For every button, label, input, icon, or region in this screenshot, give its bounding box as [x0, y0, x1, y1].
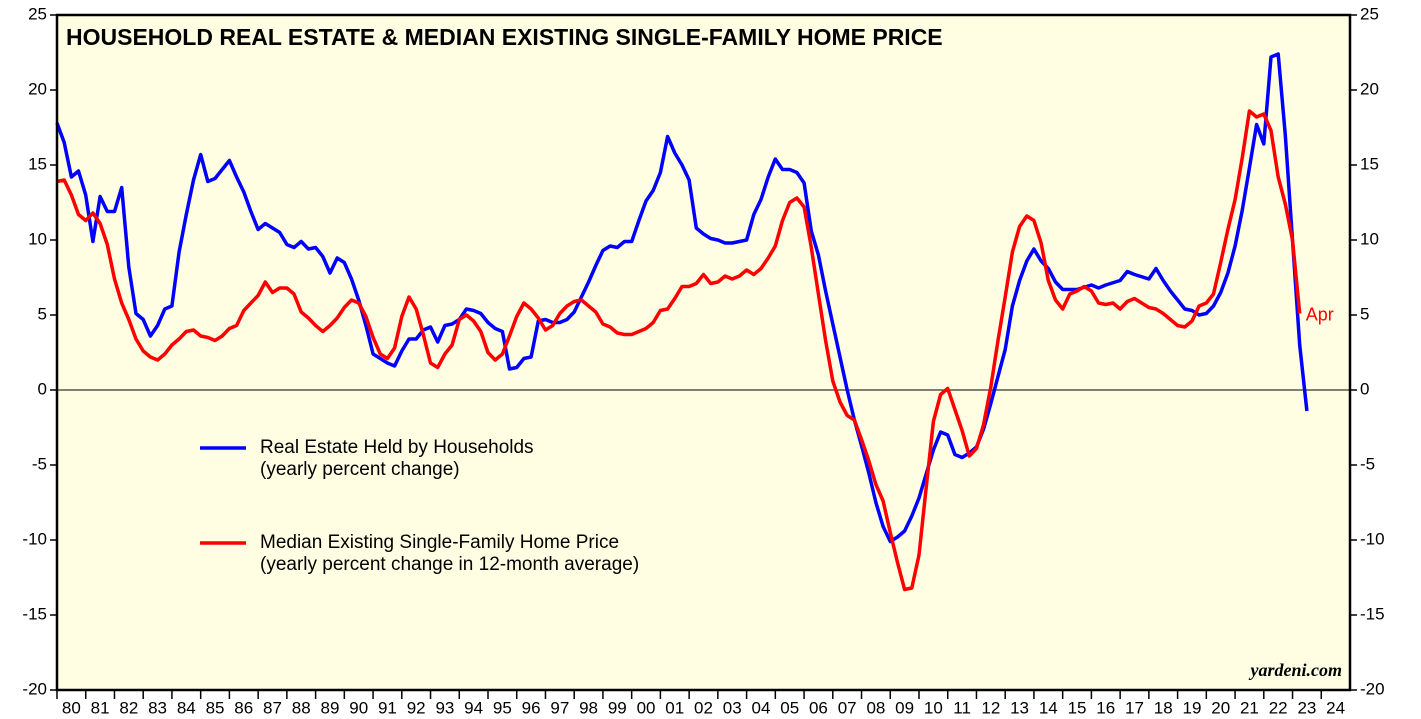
y2-tick-label: 0: [1360, 379, 1369, 398]
y-tick-label: 15: [28, 154, 47, 173]
x-tick-label: 17: [1125, 698, 1144, 717]
y2-tick-label: 20: [1360, 79, 1379, 98]
x-tick-label: 98: [579, 698, 598, 717]
x-tick-label: 99: [608, 698, 627, 717]
legend-detail: (yearly percent change in 12-month avera…: [260, 554, 639, 575]
legend-label: Real Estate Held by Households: [260, 437, 534, 458]
x-tick-label: 82: [119, 698, 138, 717]
x-tick-label: 24: [1326, 698, 1345, 717]
x-tick-label: 09: [895, 698, 914, 717]
x-tick-label: 20: [1211, 698, 1230, 717]
y2-tick-label: 15: [1360, 154, 1379, 173]
x-tick-label: 83: [148, 698, 167, 717]
x-tick-label: 16: [1096, 698, 1115, 717]
x-tick-label: 88: [292, 698, 311, 717]
y2-tick-label: -20: [1360, 679, 1385, 698]
y2-tick-label: -15: [1360, 604, 1385, 623]
x-tick-label: 04: [752, 698, 771, 717]
x-tick-label: 21: [1240, 698, 1259, 717]
x-tick-label: 94: [464, 698, 483, 717]
series-line: [55, 52, 1309, 544]
y-tick-label: -10: [22, 529, 47, 548]
source: yardeni.com: [1249, 660, 1343, 680]
y-tick-label: -20: [22, 679, 47, 698]
y-tick-label: 25: [28, 4, 47, 23]
x-tick-label: 03: [723, 698, 742, 717]
legend-label: Median Existing Single-Family Home Price: [260, 532, 619, 553]
end-label: Apr: [1306, 304, 1334, 324]
y-tick-label: 20: [28, 79, 47, 98]
x-tick-label: 15: [1068, 698, 1087, 717]
x-tick-label: 12: [981, 698, 1000, 717]
x-tick-label: 86: [234, 698, 253, 717]
y-tick-label: 5: [38, 304, 47, 323]
x-tick-label: 84: [177, 698, 196, 717]
x-tick-label: 07: [838, 698, 857, 717]
x-tick-label: 96: [522, 698, 541, 717]
plot-background: [57, 15, 1350, 690]
x-tick-label: 08: [866, 698, 885, 717]
x-tick-label: 06: [809, 698, 828, 717]
x-tick-label: 92: [407, 698, 426, 717]
x-tick-label: 18: [1154, 698, 1173, 717]
x-tick-label: 87: [263, 698, 282, 717]
x-tick-label: 02: [694, 698, 713, 717]
x-tick-label: 14: [1039, 698, 1058, 717]
y2-tick-label: 25: [1360, 4, 1379, 23]
x-tick-label: 01: [665, 698, 684, 717]
y2-tick-label: 5: [1360, 304, 1369, 323]
y-tick-label: -5: [32, 454, 47, 473]
series-line: [56, 109, 1302, 592]
y2-tick-label: -5: [1360, 454, 1375, 473]
x-tick-label: 00: [637, 698, 656, 717]
x-tick-label: 11: [953, 698, 971, 717]
x-tick-label: 81: [91, 698, 110, 717]
legend-detail: (yearly percent change): [260, 459, 460, 480]
x-tick-label: 23: [1297, 698, 1316, 717]
x-tick-label: 05: [780, 698, 799, 717]
x-tick-label: 22: [1269, 698, 1288, 717]
y-tick-label: 0: [38, 379, 47, 398]
x-tick-label: 91: [378, 698, 397, 717]
x-tick-label: 85: [206, 698, 225, 717]
x-tick-label: 19: [1183, 698, 1202, 717]
x-tick-label: 97: [550, 698, 569, 717]
x-tick-label: 95: [493, 698, 512, 717]
x-tick-label: 89: [321, 698, 340, 717]
x-tick-label: 93: [435, 698, 454, 717]
y2-tick-label: -10: [1360, 529, 1385, 548]
x-tick-label: 80: [62, 698, 81, 717]
y2-tick-label: 10: [1360, 229, 1379, 248]
y-tick-label: 10: [28, 229, 47, 248]
y-tick-label: -15: [22, 604, 47, 623]
x-tick-label: 90: [349, 698, 368, 717]
x-tick-label: 13: [1010, 698, 1029, 717]
plot-frame: [55, 13, 1352, 692]
chart-title: HOUSEHOLD REAL ESTATE & MEDIAN EXISTING …: [66, 24, 943, 50]
x-tick-label: 10: [924, 698, 943, 717]
